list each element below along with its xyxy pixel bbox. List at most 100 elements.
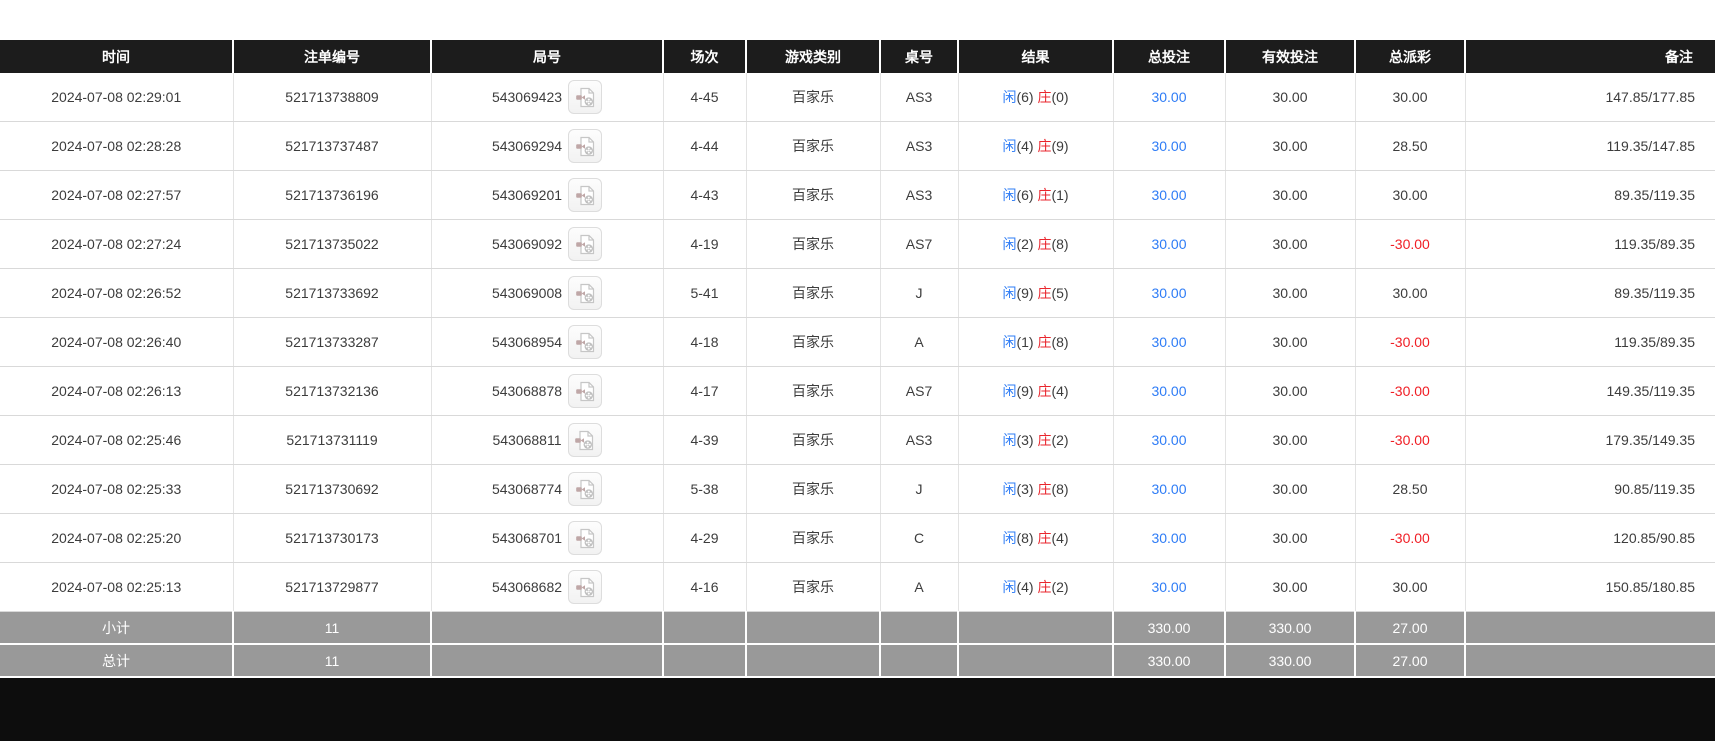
cell-payout: 28.50	[1355, 121, 1466, 171]
total-bet-value: 30.00	[1151, 285, 1187, 301]
round-number: 543069423	[491, 89, 563, 105]
col-header-session: 场次	[663, 40, 747, 73]
video-replay-button[interactable]	[568, 129, 603, 163]
payout-value: 28.50	[1392, 481, 1428, 497]
cell-remark: 119.35/89.35	[1465, 317, 1715, 367]
cell-total_bet: 30.00	[1113, 121, 1226, 171]
result-banker-label: 庄	[1037, 481, 1052, 497]
footer-cell-session	[663, 644, 747, 678]
result-player-points: (9)	[1016, 285, 1038, 301]
cell-total_bet: 30.00	[1113, 464, 1226, 514]
cell-table_no: AS3	[880, 415, 959, 465]
payout-value: -30.00	[1390, 334, 1430, 350]
cell-table_no: A	[880, 317, 959, 367]
cell-payout: -30.00	[1355, 317, 1466, 367]
cell-bet_id: 521713729877	[233, 562, 432, 612]
video-replay-button[interactable]	[568, 276, 603, 310]
footer-cell-remark	[1465, 644, 1715, 678]
cell-total_bet: 30.00	[1113, 219, 1226, 269]
video-replay-button[interactable]	[567, 423, 602, 457]
result-player-points: (3)	[1016, 432, 1038, 448]
footer-cell-game_type	[746, 611, 881, 645]
result-player-points: (8)	[1016, 530, 1038, 546]
result-banker-points: (2)	[1051, 579, 1069, 595]
video-replay-button[interactable]	[568, 521, 603, 555]
result-player-label: 闲	[1002, 530, 1017, 546]
result-player-label: 闲	[1002, 138, 1017, 154]
cell-total_bet: 30.00	[1113, 73, 1226, 122]
cell-remark: 150.85/180.85	[1465, 562, 1715, 612]
video-replay-button[interactable]	[568, 227, 603, 261]
cell-valid_bet: 30.00	[1225, 415, 1356, 465]
footer-cell-game_type	[746, 644, 881, 678]
video-replay-button[interactable]	[568, 325, 603, 359]
table-row: 2024-07-08 02:26:13 521713732136 543068878…	[0, 366, 1715, 416]
cell-round_id: 543068682	[431, 562, 664, 612]
col-header-payout: 总派彩	[1355, 40, 1466, 73]
video-replay-button[interactable]	[568, 570, 603, 604]
cell-session: 4-29	[663, 513, 747, 563]
cell-result: 闲(6) 庄(0)	[958, 73, 1114, 122]
cell-table_no: J	[880, 268, 959, 318]
cell-bet_id: 521713736196	[233, 170, 432, 220]
result-banker-points: (2)	[1051, 432, 1069, 448]
cell-round_id: 543068878	[431, 366, 664, 416]
payout-value: 30.00	[1392, 187, 1428, 203]
cell-result: 闲(2) 庄(8)	[958, 219, 1114, 269]
cell-remark: 119.35/147.85	[1465, 121, 1715, 171]
round-number: 543068682	[491, 579, 563, 595]
cell-result: 闲(1) 庄(8)	[958, 317, 1114, 367]
table-header: 时间 注单编号 局号 场次 游戏类别 桌号 结果 总投注 有效投注 总派彩 备注	[0, 40, 1715, 73]
video-replay-button[interactable]	[568, 80, 603, 114]
result-player-label: 闲	[1002, 334, 1017, 350]
cell-remark: 90.85/119.35	[1465, 464, 1715, 514]
cell-time: 2024-07-08 02:25:20	[0, 513, 234, 563]
video-replay-button[interactable]	[568, 472, 603, 506]
cell-table_no: AS7	[880, 219, 959, 269]
result-banker-points: (8)	[1051, 334, 1069, 350]
cell-game_type: 百家乐	[746, 121, 881, 171]
cell-table_no: AS3	[880, 121, 959, 171]
cell-session: 4-43	[663, 170, 747, 220]
footer-cell-round_id	[431, 644, 664, 678]
result-banker-points: (1)	[1051, 187, 1069, 203]
video-replay-button[interactable]	[568, 178, 603, 212]
cell-total_bet: 30.00	[1113, 366, 1226, 416]
cell-result: 闲(6) 庄(1)	[958, 170, 1114, 220]
result-banker-points: (8)	[1051, 236, 1069, 252]
result-banker-label: 庄	[1037, 579, 1052, 595]
summary-row: 小计 11 330.00 330.00 27.00	[0, 611, 1715, 645]
footer-cell-remark	[1465, 611, 1715, 645]
round-number: 543068878	[491, 383, 563, 399]
cell-game_type: 百家乐	[746, 73, 881, 122]
summary-valid-bet: 330.00	[1225, 644, 1356, 678]
video-replay-button[interactable]	[568, 374, 603, 408]
bet-records-table: 时间 注单编号 局号 场次 游戏类别 桌号 结果 总投注 有效投注 总派彩 备注 2024-07-0…	[0, 40, 1715, 678]
total-bet-value: 30.00	[1151, 334, 1187, 350]
round-group: 543068701	[492, 521, 603, 555]
cell-time: 2024-07-08 02:29:01	[0, 73, 234, 122]
cell-total_bet: 30.00	[1113, 513, 1226, 563]
result-player-points: (3)	[1016, 481, 1038, 497]
video-replay-icon	[575, 381, 594, 401]
summary-label: 总计	[0, 644, 234, 678]
cell-total_bet: 30.00	[1113, 170, 1226, 220]
cell-round_id: 543069201	[431, 170, 664, 220]
cell-time: 2024-07-08 02:27:24	[0, 219, 234, 269]
table-footer: 小计 11 330.00 330.00 27.00 总计 11 330.00 330.00 27.…	[0, 611, 1715, 678]
result-player-label: 闲	[1002, 285, 1017, 301]
result-banker-label: 庄	[1037, 138, 1052, 154]
result-banker-points: (0)	[1051, 89, 1069, 105]
payout-value: 30.00	[1392, 89, 1428, 105]
cell-round_id: 543069294	[431, 121, 664, 171]
cell-time: 2024-07-08 02:26:40	[0, 317, 234, 367]
col-header-time: 时间	[0, 40, 234, 73]
cell-round_id: 543068701	[431, 513, 664, 563]
cell-session: 5-38	[663, 464, 747, 514]
summary-valid-bet: 330.00	[1225, 611, 1356, 645]
cell-bet_id: 521713737487	[233, 121, 432, 171]
cell-game_type: 百家乐	[746, 513, 881, 563]
cell-payout: 30.00	[1355, 268, 1466, 318]
result-player-label: 闲	[1002, 187, 1017, 203]
result-banker-points: (5)	[1051, 285, 1069, 301]
